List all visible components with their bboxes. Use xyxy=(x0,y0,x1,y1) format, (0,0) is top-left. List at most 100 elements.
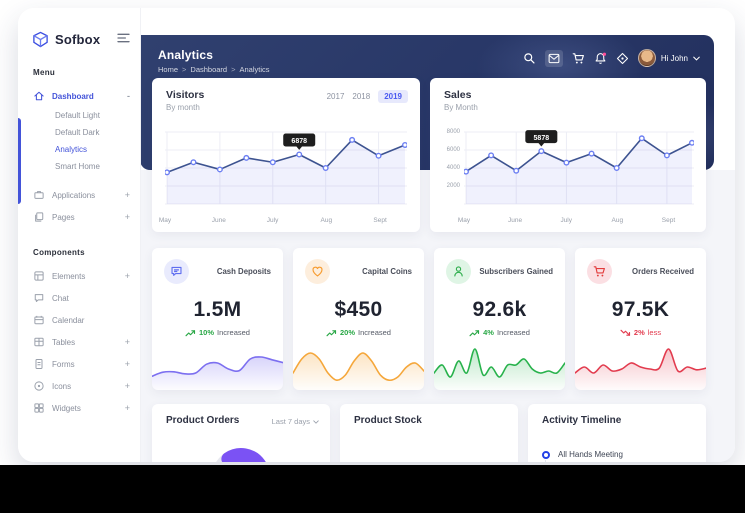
axis-tick-label: 2000 xyxy=(446,182,460,189)
axis-tick-label: 8000 xyxy=(446,128,460,135)
gps-icon[interactable] xyxy=(616,52,629,65)
breadcrumb-dashboard[interactable]: Dashboard xyxy=(190,65,228,74)
axis-tick-label: May xyxy=(457,217,471,224)
timeline-item[interactable]: All Hands Meeting xyxy=(542,450,623,459)
activity-timeline-card: Activity Timeline All Hands Meeting xyxy=(528,404,706,462)
visitors-x-axis: May June July Aug Sept xyxy=(159,217,407,228)
year-2019[interactable]: 2019 xyxy=(378,90,408,103)
search-icon[interactable] xyxy=(523,52,536,65)
visitors-line-chart: 6878 xyxy=(164,131,408,205)
sales-title: Sales xyxy=(444,89,472,101)
sidebar-subitem-smart-home[interactable]: Smart Home xyxy=(55,162,100,171)
sidebar-item-dashboard[interactable]: Dashboard - xyxy=(18,85,140,107)
breadcrumb-separator: > xyxy=(182,65,187,74)
trend-up-icon xyxy=(469,329,480,336)
widgets-icon xyxy=(34,403,44,413)
app-window: Analytics Home > Dashboard > Analytics xyxy=(18,8,735,462)
heart-icon xyxy=(305,259,330,284)
sales-subtitle: By Month xyxy=(444,103,478,112)
stat-card-subscribers: Subscribers Gained 92.6k 4% Increased xyxy=(434,248,565,390)
active-menu-indicator xyxy=(18,118,21,204)
sidebar-subitem-default-light[interactable]: Default Light xyxy=(55,111,100,120)
briefcase-icon xyxy=(34,191,44,199)
target-icon xyxy=(34,381,44,391)
sales-y-axis: 8000 6000 4000 2000 xyxy=(442,124,462,210)
trend-up-icon xyxy=(185,329,196,336)
subscribers-sparkline xyxy=(434,348,565,390)
chevron-down-icon xyxy=(693,56,700,61)
axis-tick-label: July xyxy=(266,217,279,224)
cart-icon xyxy=(587,259,612,284)
user-icon xyxy=(446,259,471,284)
sidebar-item-tables[interactable]: Tables + xyxy=(18,331,140,353)
date-range-filter[interactable]: Last 7 days xyxy=(272,417,319,426)
chat-icon xyxy=(34,294,44,303)
axis-tick-label: 4000 xyxy=(446,164,460,171)
orders-sparkline xyxy=(575,348,706,390)
axis-tick-label: 6000 xyxy=(446,146,460,153)
visitors-card: Visitors By month 2017 2018 2019 6878 Ma… xyxy=(152,78,420,232)
sidebar-item-applications[interactable]: Applications + xyxy=(18,184,140,206)
table-icon xyxy=(34,337,44,347)
product-orders-card: Product Orders Last 7 days xyxy=(152,404,330,462)
user-menu[interactable]: Hi John xyxy=(637,49,700,67)
timeline-marker xyxy=(542,450,550,459)
visitors-chart: 6878 May June July Aug Sept xyxy=(159,124,408,228)
sales-card: Sales By Month 8000 6000 4000 2000 5878 May… xyxy=(430,78,706,232)
deposits-sparkline xyxy=(152,356,283,390)
calendar-icon xyxy=(34,315,44,325)
breadcrumb-current: Analytics xyxy=(239,65,270,74)
axis-tick-label: Sept xyxy=(661,217,676,224)
sidebar-item-forms[interactable]: Forms + xyxy=(18,353,140,375)
axis-tick-label: June xyxy=(211,217,226,224)
chat-icon xyxy=(164,259,189,284)
home-icon xyxy=(34,91,44,101)
bell-icon[interactable] xyxy=(594,52,607,65)
sales-chart: 8000 6000 4000 2000 5878 May June July Aug Sept xyxy=(447,124,695,226)
sidebar-subitem-default-dark[interactable]: Default Dark xyxy=(55,128,100,137)
year-2017[interactable]: 2017 xyxy=(326,92,345,101)
collapse-toggle[interactable]: - xyxy=(127,91,130,101)
menu-section-label: Menu xyxy=(33,68,56,77)
sidebar-subitem-analytics[interactable]: Analytics xyxy=(55,145,88,154)
sidebar-item-chat[interactable]: Chat xyxy=(18,287,140,309)
year-2018[interactable]: 2018 xyxy=(352,92,371,101)
breadcrumb-home[interactable]: Home xyxy=(158,65,179,74)
stat-value: 92.6k xyxy=(472,298,527,321)
chevron-down-icon xyxy=(313,419,319,424)
product-orders-title: Product Orders xyxy=(166,415,240,426)
sidebar-item-calendar[interactable]: Calendar xyxy=(18,309,140,331)
axis-tick-label: Aug xyxy=(320,217,333,224)
cart-icon[interactable] xyxy=(572,52,585,65)
breadcrumb-separator: > xyxy=(231,65,236,74)
svg-text:6878: 6878 xyxy=(291,138,307,145)
brand[interactable]: Sofbox xyxy=(18,8,140,48)
activity-timeline-title: Activity Timeline xyxy=(542,415,622,426)
pages-icon xyxy=(35,212,44,222)
svg-text:5878: 5878 xyxy=(534,135,550,142)
coins-sparkline xyxy=(293,352,424,390)
stat-value: $450 xyxy=(334,298,383,321)
sidebar-toggle-icon[interactable] xyxy=(117,30,130,48)
trend-down-icon xyxy=(620,329,630,336)
sidebar-item-pages[interactable]: Pages + xyxy=(18,206,140,228)
stat-card-capital-coins: Capital Coins $450 20% Increased xyxy=(293,248,424,390)
stat-card-cash-deposits: Cash Deposits 1.5M 10% Increased xyxy=(152,248,283,390)
stat-change: 2% less xyxy=(575,328,706,337)
breadcrumb: Home > Dashboard > Analytics xyxy=(158,65,270,74)
visitors-subtitle: By month xyxy=(166,103,200,112)
mail-icon[interactable] xyxy=(544,49,563,67)
screen-bottom-bar xyxy=(0,465,745,513)
form-icon xyxy=(35,359,43,369)
sidebar-item-elements[interactable]: Elements + xyxy=(18,265,140,287)
sidebar-item-widgets[interactable]: Widgets + xyxy=(18,397,140,419)
page-title: Analytics xyxy=(158,48,214,62)
elements-icon xyxy=(34,271,44,281)
axis-tick-label: June xyxy=(508,217,523,224)
sidebar: Sofbox Menu Dashboard - Default Light De… xyxy=(18,8,141,462)
user-greeting: Hi John xyxy=(660,53,688,63)
sidebar-item-icons[interactable]: Icons + xyxy=(18,375,140,397)
components-section-label: Components xyxy=(33,248,85,257)
stat-label: Cash Deposits xyxy=(216,267,271,276)
stat-label: Subscribers Gained xyxy=(479,267,553,276)
